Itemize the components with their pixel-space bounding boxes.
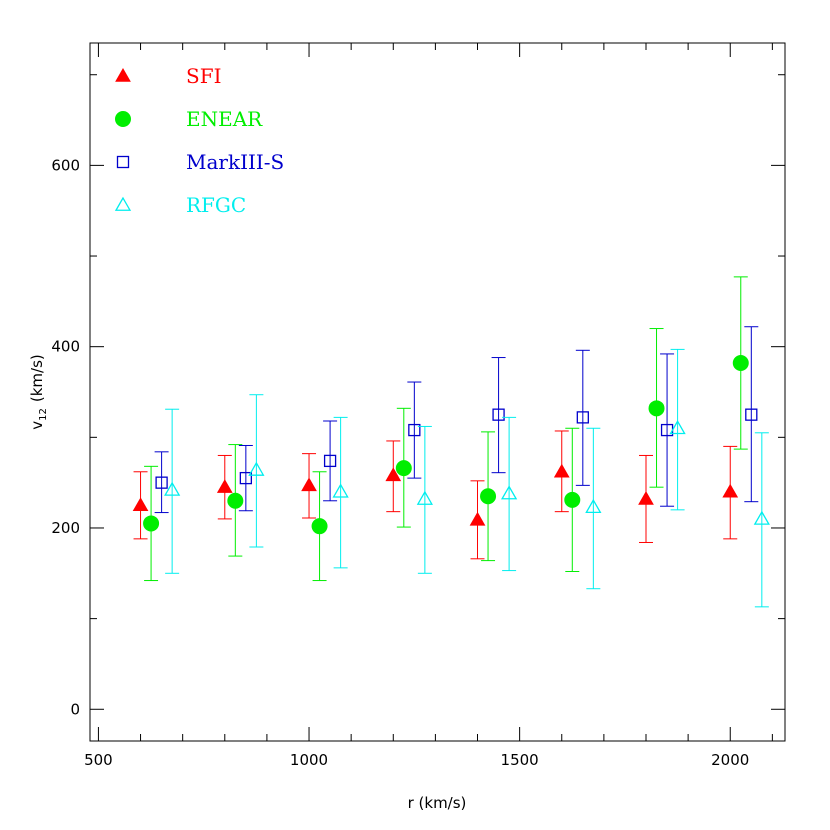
y-tick-label: 200 — [51, 519, 80, 537]
y-axis-label-sub: 12 — [38, 408, 49, 421]
data-point — [164, 481, 181, 496]
legend-item-enear: ENEAR — [115, 107, 263, 131]
series-sfi — [132, 430, 739, 560]
y-tick-label: 0 — [70, 700, 80, 718]
data-point — [492, 408, 505, 421]
data-point — [408, 423, 421, 437]
data-point — [638, 490, 654, 505]
legend-label: RFGC — [186, 193, 246, 217]
plot-frame — [89, 42, 786, 742]
data-point — [722, 483, 739, 498]
data-point — [301, 477, 317, 492]
series-markiii-s — [154, 326, 759, 514]
data-point — [395, 460, 412, 477]
y-axis-label-main: v — [28, 421, 46, 430]
data-point — [576, 411, 589, 424]
data-point — [648, 400, 665, 417]
x-tick-label: 1000 — [290, 751, 328, 769]
data-point — [143, 515, 160, 532]
y-tick-label: 600 — [51, 156, 80, 174]
data-point — [132, 497, 149, 512]
data-point — [745, 408, 758, 421]
legend-marker — [115, 111, 131, 127]
legend-item-rfgc: RFGC — [114, 193, 246, 217]
data-point — [385, 467, 402, 482]
data-point — [227, 492, 244, 509]
legend: SFI ENEAR MarkIII-S RFGC — [114, 64, 284, 217]
data-marks — [132, 276, 770, 608]
x-tick-label: 500 — [84, 751, 113, 769]
x-axis-label: r (km/s) — [408, 794, 467, 812]
data-point — [469, 511, 486, 526]
legend-marker — [116, 155, 130, 169]
data-point — [732, 354, 749, 371]
legend-label: SFI — [186, 64, 221, 88]
legend-label: ENEAR — [186, 107, 263, 131]
data-point — [311, 518, 328, 535]
data-point — [155, 476, 168, 489]
svg-text:v12(km/s): v12 (km/s) — [28, 354, 49, 430]
legend-marker — [115, 67, 131, 82]
legend-item-markiii-s: MarkIII-S — [116, 150, 284, 174]
y-axis-label: v12 (km/s) — [28, 354, 49, 430]
data-point — [216, 479, 233, 493]
data-point — [239, 471, 252, 485]
data-point — [753, 510, 770, 525]
data-point — [500, 485, 518, 500]
data-point — [553, 463, 570, 478]
axis-tick-labels: 500 1000 1500 2000 0 200 400 600 — [51, 156, 749, 769]
y-tick-label: 400 — [51, 338, 80, 356]
legend-item-sfi: SFI — [115, 64, 221, 88]
data-point — [669, 419, 686, 435]
data-point — [564, 491, 581, 508]
x-tick-label: 2000 — [711, 751, 749, 769]
data-point — [248, 461, 265, 476]
x-tick-label: 1500 — [501, 751, 539, 769]
y-axis-label-unit: (km/s) — [28, 354, 46, 402]
axis-ticks — [90, 43, 785, 741]
legend-marker — [114, 196, 132, 211]
data-point — [332, 483, 349, 498]
data-point — [323, 454, 337, 468]
series-rfgc — [164, 348, 770, 608]
data-point — [416, 490, 433, 505]
series-enear — [143, 276, 749, 582]
data-point — [480, 488, 497, 505]
data-point — [585, 498, 602, 514]
legend-label: MarkIII-S — [186, 150, 284, 174]
